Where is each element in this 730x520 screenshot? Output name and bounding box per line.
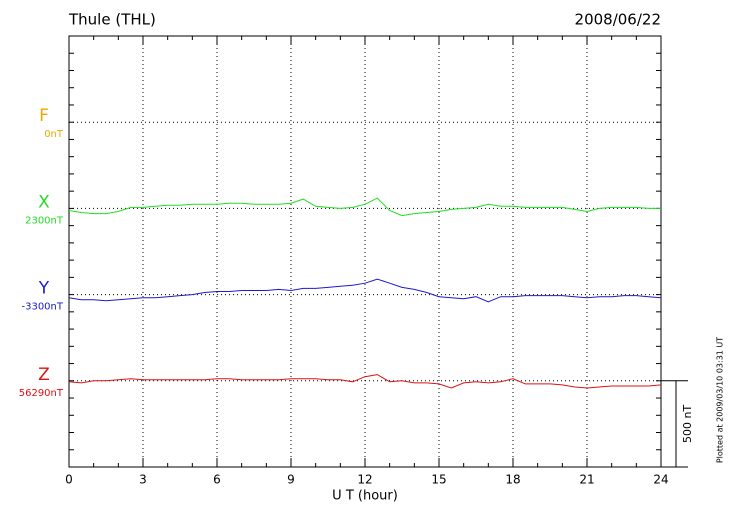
x-tick-label: 6 <box>213 473 221 487</box>
date: 2008/06/22 <box>575 11 661 29</box>
x-tick-label: 3 <box>139 473 147 487</box>
chart-title: Thule (THL) <box>68 11 156 29</box>
scale-bar-label: 500 nT <box>681 405 694 443</box>
trace <box>68 197 661 217</box>
baseline-label: -3300nT <box>21 302 63 313</box>
x-tick-label: 0 <box>65 473 73 487</box>
series-name: Y <box>38 279 50 299</box>
x-tick-label: 12 <box>357 473 372 487</box>
x-tick-label: 15 <box>431 473 446 487</box>
x-tick-label: 18 <box>505 473 520 487</box>
x-tick-label: 24 <box>653 473 668 487</box>
x-tick-label: 9 <box>287 473 295 487</box>
baseline-label: 56290nT <box>19 388 64 399</box>
x-axis-label: U T (hour) <box>332 489 398 504</box>
baseline-label: 0nT <box>44 129 64 140</box>
footnote: Plotted at 2009/03/10 03:31 UT <box>716 337 725 463</box>
x-tick-label: 21 <box>579 473 594 487</box>
trace <box>68 278 662 303</box>
series-name: F <box>39 106 49 126</box>
trace <box>68 374 662 389</box>
series-name: X <box>38 192 50 212</box>
series-name: Z <box>38 365 50 385</box>
baseline-label: 2300nT <box>25 215 64 226</box>
